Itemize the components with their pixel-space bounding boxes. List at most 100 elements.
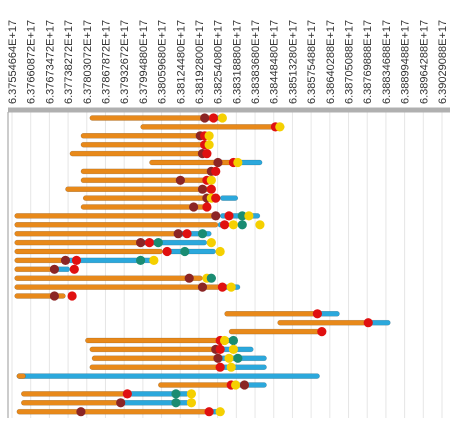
x-tick-label: 6.38383680E+17 bbox=[250, 20, 262, 104]
yellow-dot bbox=[228, 220, 239, 230]
yellow-dot bbox=[228, 344, 239, 354]
blue-bar bbox=[16, 373, 320, 379]
x-tick-label: 6.37932672E+17 bbox=[119, 20, 131, 104]
red-dot bbox=[363, 318, 373, 328]
darkred-dot bbox=[60, 255, 71, 265]
x-tick-label: 6.38834688E+17 bbox=[381, 20, 393, 104]
orange-bar bbox=[80, 177, 212, 184]
teal-dot bbox=[136, 255, 146, 265]
yellow-dot bbox=[186, 398, 197, 408]
orange-bar bbox=[69, 150, 210, 157]
orange-bar bbox=[89, 364, 221, 370]
red-dot bbox=[71, 255, 82, 265]
darkred-dot bbox=[211, 211, 221, 221]
darkred-dot bbox=[200, 113, 210, 123]
yellow-dot bbox=[206, 175, 216, 185]
x-tick-label: 6.38513280E+17 bbox=[287, 20, 299, 104]
x-tick-label: 6.38254080E+17 bbox=[213, 20, 225, 104]
x-tick-label: 6.37673472E+17 bbox=[44, 20, 56, 104]
red-dot bbox=[206, 184, 216, 194]
red-dot bbox=[202, 149, 212, 159]
teal-dot bbox=[233, 353, 243, 363]
darkred-dot bbox=[136, 238, 146, 248]
x-tick-label: 6.38575488E+17 bbox=[306, 20, 318, 104]
red-dot bbox=[162, 246, 172, 257]
teal-dot bbox=[206, 273, 216, 283]
orange-bar bbox=[16, 373, 26, 379]
yellow-dot bbox=[224, 353, 234, 363]
darkred-dot bbox=[197, 184, 208, 194]
orange-bar bbox=[14, 213, 221, 219]
task-bars bbox=[14, 115, 391, 415]
darkred-dot bbox=[76, 407, 86, 417]
orange-bar bbox=[14, 248, 163, 255]
x-tick-label: 6.38705088E+17 bbox=[344, 20, 356, 104]
orange-bar bbox=[89, 346, 221, 353]
darkred-dot bbox=[175, 175, 185, 185]
x-tick-label: 6.39029088E+17 bbox=[437, 20, 449, 104]
red-dot bbox=[211, 166, 221, 176]
yellow-dot bbox=[204, 131, 214, 141]
x-tick-label: 6.38124480E+17 bbox=[175, 20, 187, 104]
orange-bar bbox=[14, 275, 203, 281]
blue-bar bbox=[219, 195, 239, 201]
darkred-dot bbox=[184, 273, 194, 283]
red-dot bbox=[215, 344, 225, 354]
teal-dot bbox=[228, 335, 239, 346]
x-tick-label: 6.37660872E+17 bbox=[26, 20, 38, 104]
red-dot bbox=[215, 362, 225, 372]
x-tick-label: 6.37867872E+17 bbox=[100, 20, 112, 104]
teal-dot bbox=[171, 389, 181, 399]
orange-bar bbox=[16, 408, 208, 415]
darkred-dot bbox=[213, 157, 223, 168]
orange-bar bbox=[158, 382, 239, 388]
orange-bar bbox=[80, 133, 208, 139]
yellow-dot bbox=[217, 113, 227, 123]
yellow-dot bbox=[255, 220, 265, 230]
yellow-dot bbox=[226, 362, 236, 372]
milestone-dots bbox=[49, 113, 373, 417]
orange-bar bbox=[14, 266, 53, 273]
yellow-dot bbox=[215, 246, 225, 257]
orange-bar bbox=[14, 257, 64, 264]
teal-dot bbox=[171, 398, 181, 408]
darkred-dot bbox=[189, 202, 199, 212]
yellow-dot bbox=[244, 211, 254, 221]
orange-bar bbox=[14, 230, 177, 237]
x-tick-label: 6.37994880E+17 bbox=[138, 20, 150, 104]
red-dot bbox=[211, 193, 221, 203]
red-dot bbox=[312, 309, 322, 319]
orange-bar bbox=[14, 222, 219, 228]
teal-dot bbox=[197, 229, 208, 239]
red-dot bbox=[202, 202, 212, 212]
darkred-dot bbox=[173, 229, 183, 239]
orange-bar bbox=[80, 168, 216, 175]
x-tick-label: 6.37803072E+17 bbox=[82, 20, 94, 104]
x-tick-label: 6.37738272E+17 bbox=[63, 20, 75, 104]
x-tick-label: 6.38640288E+17 bbox=[325, 20, 337, 104]
red-dot bbox=[182, 229, 192, 239]
yellow-dot bbox=[219, 335, 230, 346]
x-tick-label: 6.37554664E+17 bbox=[7, 20, 19, 104]
red-dot bbox=[217, 282, 227, 292]
x-tick-label: 6.38192800E+17 bbox=[194, 20, 206, 104]
x-tick-label: 6.38059680E+17 bbox=[157, 20, 169, 104]
teal-dot bbox=[180, 246, 190, 257]
yellow-dot bbox=[215, 407, 225, 417]
yellow-dot bbox=[149, 255, 159, 265]
x-tick-label: 6.38448480E+17 bbox=[269, 20, 281, 104]
orange-bar bbox=[65, 186, 214, 192]
x-axis-tick-labels: 6.37554664E+17 6.37660872E+17 6.37673472E+… bbox=[7, 20, 449, 104]
darkred-dot bbox=[239, 380, 250, 390]
red-dot bbox=[224, 211, 234, 221]
red-dot bbox=[122, 389, 132, 399]
x-tick-label: 6.38964288E+17 bbox=[418, 20, 430, 104]
x-tick-label: 6.38899488E+17 bbox=[400, 20, 412, 104]
orange-bar bbox=[80, 141, 208, 148]
yellow-dot bbox=[275, 122, 285, 132]
orange-bar bbox=[82, 195, 221, 201]
yellow-dot bbox=[233, 157, 243, 168]
orange-bar bbox=[14, 284, 221, 290]
darkred-dot bbox=[116, 398, 126, 408]
